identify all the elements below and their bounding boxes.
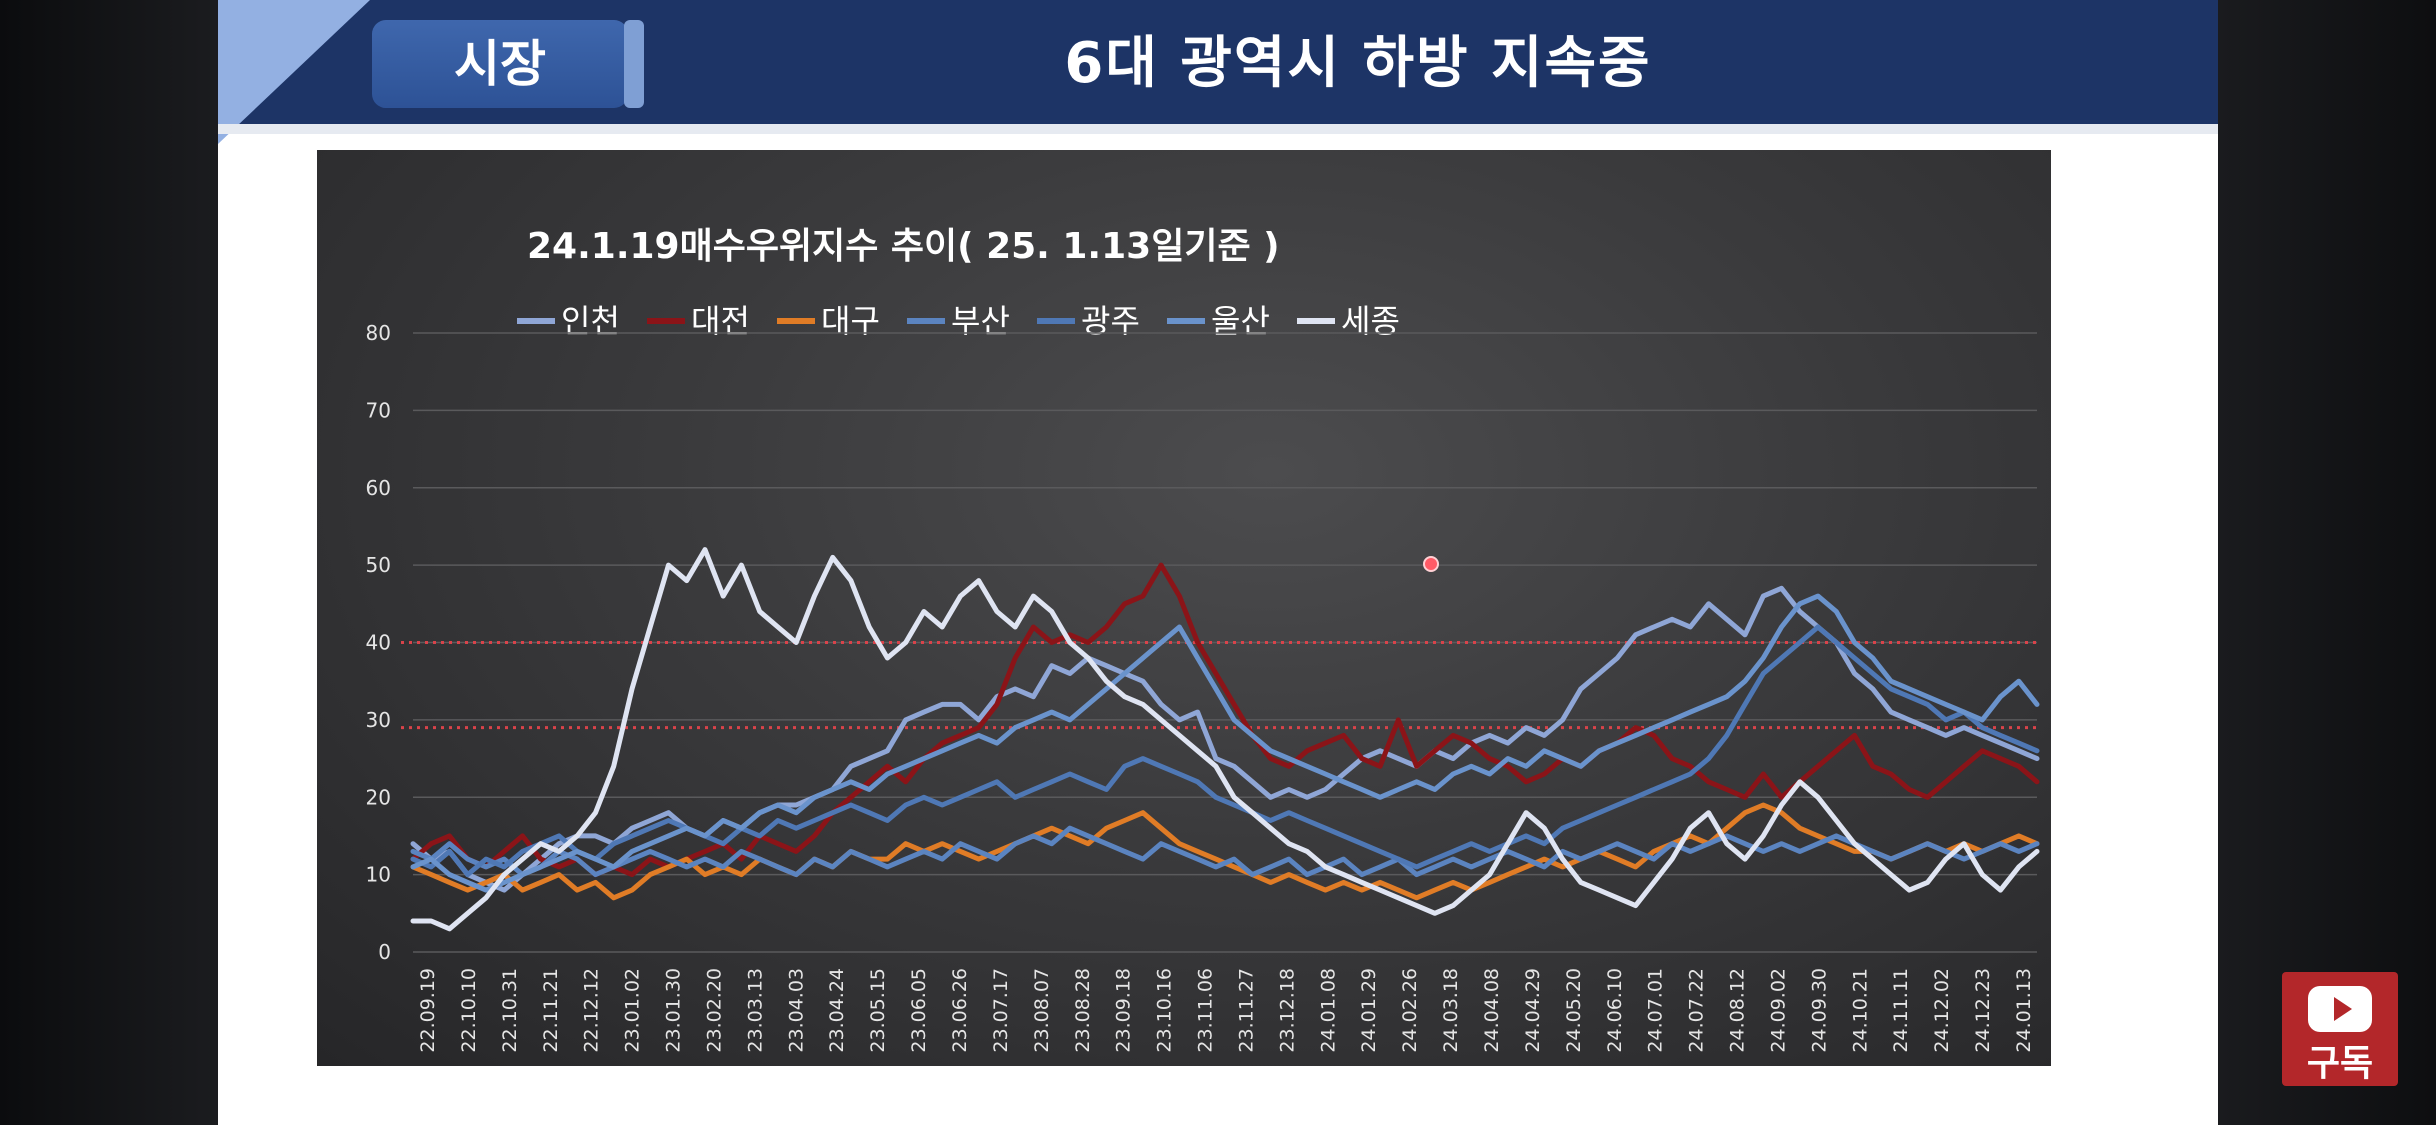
y-tick-label: 70: [366, 398, 391, 422]
legend-label: 대전: [691, 302, 750, 340]
x-tick-label: 24.04.29: [1522, 968, 1544, 1053]
series-line: [410, 624, 2040, 878]
series-line: [410, 825, 2040, 878]
x-tick-label: 23.06.26: [949, 968, 971, 1053]
x-tick-label: 24.05.20: [1563, 968, 1585, 1053]
legend-item: 세종: [1297, 302, 1400, 340]
y-tick-label: 40: [366, 631, 391, 655]
series-line: [410, 593, 2040, 893]
x-tick-label: 24.11.11: [1890, 968, 1912, 1053]
presentation-slide: 시장 6대 광역시 하방 지속중 24.1.19매수우위지수 추이( 25. 1…: [218, 0, 2218, 1125]
x-tick-label: 23.06.05: [908, 968, 930, 1053]
legend-item: 인천: [517, 302, 620, 340]
y-tick-label: 60: [366, 476, 391, 500]
line-chart: 24.1.19매수우위지수 추이( 25. 1.13일기준 ) 인천 대전 대구 부산 광…: [366, 226, 2040, 1053]
x-tick-label: 23.08.07: [1031, 968, 1053, 1053]
x-tick-label: 24.01.29: [1358, 968, 1380, 1053]
x-tick-label: 23.01.02: [622, 968, 644, 1053]
section-badge-tab: [624, 20, 644, 108]
right-letterbox: [2218, 0, 2436, 1125]
x-tick-label: 23.11.27: [1235, 968, 1257, 1053]
x-tick-label: 23.12.18: [1276, 968, 1298, 1053]
legend-item: 부산: [907, 302, 1010, 340]
x-tick-label: 24.01.08: [1317, 968, 1339, 1053]
legend-item: 광주: [1037, 302, 1140, 340]
legend-label: 세종: [1341, 302, 1400, 340]
x-tick-label: 24.12.23: [1972, 968, 1994, 1053]
x-tick-label: 24.12.02: [1931, 968, 1953, 1053]
chart-panel: 24.1.19매수우위지수 추이( 25. 1.13일기준 ) 인천 대전 대구 부산 광…: [317, 150, 2051, 1066]
section-badge-label: 시장: [454, 35, 546, 93]
header-divider: [218, 124, 2218, 134]
left-letterbox: [0, 0, 218, 1125]
x-tick-label: 24.08.12: [1727, 968, 1749, 1053]
y-tick-label: 80: [366, 321, 391, 345]
header-corner-accent: [218, 0, 370, 144]
x-tick-label: 23.10.16: [1154, 968, 1176, 1053]
x-tick-label: 23.08.28: [1072, 968, 1094, 1053]
x-tick-label: 24.01.13: [2013, 968, 2035, 1053]
x-tick-label: 22.09.19: [417, 968, 439, 1053]
y-tick-label: 50: [366, 553, 391, 577]
cursor-marker: [1423, 556, 1439, 572]
x-tick-label: 24.03.18: [1440, 968, 1462, 1053]
x-tick-label: 23.07.17: [990, 968, 1012, 1053]
x-tick-label: 23.02.20: [703, 968, 725, 1053]
legend-label: 울산: [1211, 302, 1270, 340]
series-line: [410, 547, 2040, 932]
series-line: [410, 585, 2040, 893]
legend-item: 대전: [647, 302, 750, 340]
x-tick-label: 23.11.06: [1195, 968, 1217, 1053]
x-tick-label: 24.10.21: [1849, 968, 1871, 1053]
legend-label: 광주: [1081, 302, 1140, 340]
legend-item: 울산: [1167, 302, 1270, 340]
x-tick-label: 24.09.02: [1767, 968, 1789, 1053]
x-tick-label: 22.10.31: [499, 968, 521, 1053]
x-tick-label: 22.10.10: [458, 968, 480, 1053]
legend-label: 부산: [951, 302, 1010, 340]
x-tick-label: 23.04.03: [785, 968, 807, 1053]
x-tick-label: 22.12.12: [581, 968, 603, 1053]
slide-title: 6대 광역시 하방 지속중: [1064, 31, 1652, 96]
x-tick-label: 23.01.30: [663, 968, 685, 1053]
legend-item: 대구: [777, 302, 880, 340]
x-tick-label: 24.06.10: [1604, 968, 1626, 1053]
x-tick-label: 24.07.01: [1645, 968, 1667, 1053]
play-icon: [2308, 986, 2372, 1032]
x-tick-label: 24.07.22: [1686, 968, 1708, 1053]
x-tick-label: 23.05.15: [867, 968, 889, 1053]
legend-label: 인천: [561, 302, 620, 340]
y-tick-label: 10: [366, 863, 391, 887]
subscribe-label: 구독: [2306, 1043, 2374, 1084]
x-tick-label: 24.09.30: [1808, 968, 1830, 1053]
y-tick-label: 20: [366, 785, 391, 809]
x-tick-label: 23.03.13: [744, 968, 766, 1053]
y-tick-label: 0: [378, 940, 391, 964]
x-tick-label: 24.02.26: [1399, 968, 1421, 1053]
legend-label: 대구: [821, 302, 880, 340]
subscribe-button[interactable]: 구독: [2282, 972, 2398, 1086]
y-tick-label: 30: [366, 708, 391, 732]
x-tick-label: 23.09.18: [1113, 968, 1135, 1053]
section-badge: [372, 20, 628, 108]
x-tick-label: 22.11.21: [540, 968, 562, 1053]
chart-title: 24.1.19매수우위지수 추이( 25. 1.13일기준 ): [527, 226, 1280, 267]
x-tick-label: 23.04.24: [826, 968, 848, 1053]
x-tick-label: 24.04.08: [1481, 968, 1503, 1053]
